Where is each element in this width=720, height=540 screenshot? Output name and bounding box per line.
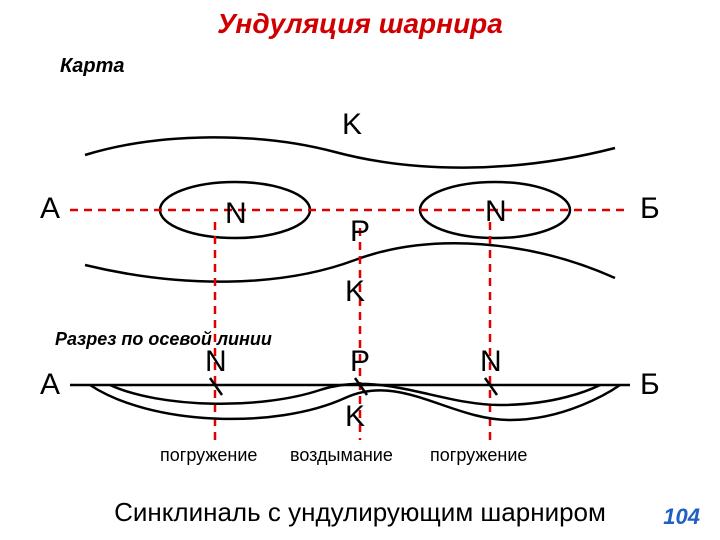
label-uplift: воздымание — [290, 445, 393, 466]
subtitle-section: Разрез по осевой линии — [55, 330, 272, 348]
label-P-map: P — [350, 215, 370, 249]
subtitle-section-text: Разрез по осевой линии — [55, 329, 272, 349]
label-K-bottom: K — [345, 400, 365, 434]
label-A-section: А — [40, 368, 60, 402]
label-N-section-1: N — [205, 345, 227, 379]
label-A-map: А — [40, 192, 60, 226]
subtitle-map: Карта — [60, 55, 125, 78]
label-plunge-2: погружение — [430, 445, 527, 466]
label-plunge-1: погружение — [160, 445, 257, 466]
page-number: 104 — [663, 504, 700, 530]
page-title: Ундуляция шарнира — [0, 8, 720, 40]
label-P-section: P — [350, 345, 370, 379]
label-N-map-2: N — [485, 195, 507, 229]
label-B-map: Б — [640, 192, 660, 226]
label-N-section-2: N — [480, 345, 502, 379]
label-B-section: Б — [640, 368, 660, 402]
label-K-top: K — [342, 108, 362, 142]
label-N-map-1: N — [225, 197, 247, 231]
caption: Синклиналь с ундулирующим шарниром — [50, 497, 670, 528]
label-K-mid: K — [345, 275, 365, 309]
